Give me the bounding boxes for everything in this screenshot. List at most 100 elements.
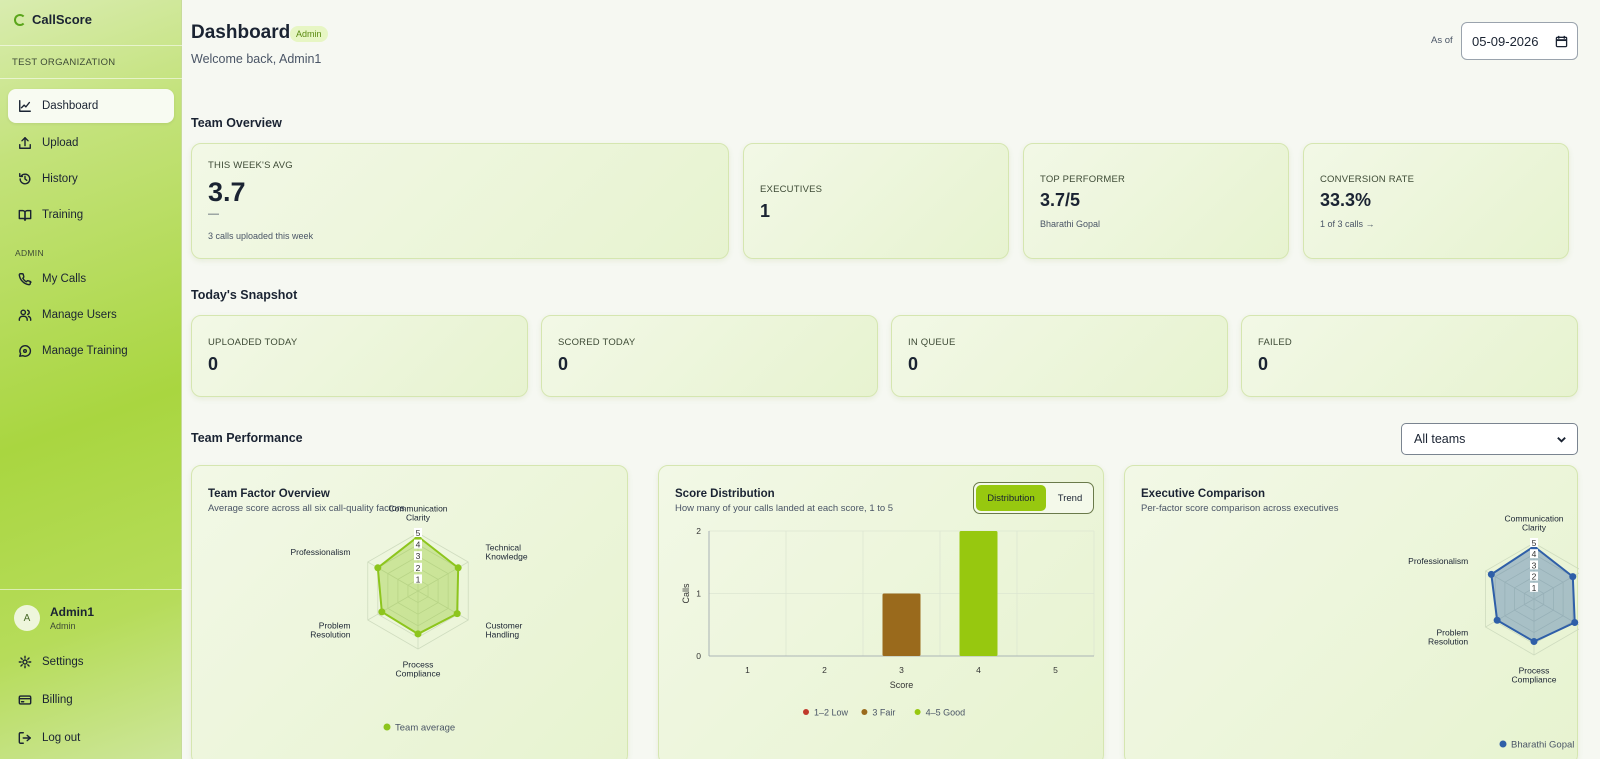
radar-point (378, 608, 386, 616)
radar-tick-bg (1530, 571, 1538, 581)
radar-axis-label: Problem Resolution (1428, 628, 1468, 647)
legend-label: 3 Fair (872, 708, 895, 718)
legend-swatch (914, 709, 921, 715)
radar-tick-label: 1 (416, 574, 421, 584)
app-logo[interactable]: CallScore (14, 12, 92, 27)
page-title: Dashboard (191, 22, 291, 43)
card-value: 0 (558, 354, 569, 374)
radar-tick-label: 5 (1532, 538, 1537, 548)
sidebar-item-settings[interactable]: Settings (8, 645, 174, 679)
team-filter-select[interactable]: All teams (1401, 423, 1578, 455)
as-of-label: As of (1431, 35, 1453, 46)
divider (0, 78, 182, 79)
sidebar-item-billing[interactable]: Billing (8, 683, 174, 717)
radar-tick-label: 2 (416, 563, 421, 573)
tab-trend[interactable]: Trend (1057, 492, 1083, 504)
sidebar-item-history[interactable]: History (8, 162, 174, 196)
sidebar-item-label: Manage Users (42, 309, 117, 321)
sidebar-item-upload[interactable]: Upload (8, 126, 174, 160)
performance-heading: Team Performance (191, 431, 303, 445)
card-label: SCORED TODAY (558, 337, 636, 348)
divider (0, 45, 182, 46)
radar-point (1571, 619, 1579, 627)
tab-distribution[interactable]: Distribution (976, 485, 1046, 511)
card-label: TOP PERFORMER (1040, 174, 1126, 185)
radar-point (414, 630, 422, 638)
panel-subtitle: How many of your calls landed at each sc… (675, 503, 894, 514)
top-performer-card: TOP PERFORMER 3.7/5 Bharathi Gopal (1023, 143, 1289, 259)
sidebar-item-training[interactable]: Training (8, 198, 174, 232)
chat-icon (19, 345, 32, 357)
sidebar-item-my-calls[interactable]: My Calls (8, 262, 174, 296)
radar-tick-label: 4 (1532, 549, 1537, 559)
user-profile[interactable]: A Admin1 Admin (14, 605, 94, 631)
sidebar-item-label: My Calls (42, 273, 87, 285)
divider (0, 589, 182, 590)
book-icon (18, 209, 32, 221)
card-label: CONVERSION RATE (1320, 174, 1415, 185)
sidebar-item-label: Upload (42, 137, 79, 149)
panel-title: Score Distribution (675, 488, 775, 500)
team-factor-radar-chart: 12 34 5 Communication Clarity Technical Knowle… (290, 504, 527, 734)
users-icon (18, 309, 32, 321)
radar-spoke (367, 590, 419, 621)
card-value: 3.7/5 (1040, 190, 1081, 210)
sidebar-item-dashboard[interactable]: Dashboard (8, 89, 174, 123)
card-label: UPLOADED TODAY (208, 337, 298, 348)
calendar-icon[interactable] (1555, 35, 1568, 48)
panel-title: Executive Comparison (1141, 488, 1265, 500)
radar-axis-label: Customer Handling (486, 621, 523, 640)
organization-name: TEST ORGANIZATION (12, 57, 116, 68)
snapshot-heading: Today's Snapshot (191, 288, 298, 302)
y-tick-label: 2 (696, 526, 701, 536)
sidebar-item-logout[interactable]: Log out (8, 721, 174, 755)
x-tick-label: 2 (822, 665, 827, 675)
app-name: CallScore (32, 12, 92, 27)
legend-label: Team average (395, 723, 455, 734)
radar-point (1493, 616, 1501, 624)
conversion-link[interactable]: 1 of 3 calls → (1320, 219, 1375, 229)
radar-tick-bg (414, 551, 422, 561)
legend-label: 4–5 Good (926, 708, 966, 718)
radar-point (1569, 573, 1577, 581)
chart-line-icon (19, 100, 31, 112)
radar-tick-label: 3 (416, 551, 421, 561)
radar-axis-label: Communication Clarity (388, 504, 447, 523)
x-tick-label: 3 (899, 665, 904, 675)
phone-icon (18, 273, 32, 286)
card-label: THIS WEEK'S AVG (208, 160, 293, 171)
card-subtext: 3 calls uploaded this week (208, 231, 314, 241)
radar-axis-label: Professionalism (290, 547, 350, 557)
uploaded-today-card: UPLOADED TODAY 0 (191, 315, 528, 397)
radar-tick-label: 2 (1532, 572, 1537, 582)
score-distribution-bar-chart: 0 1 2 1 2 3 4 5 Score Calls 1–2 Low 3 Fair 4–5 Good (681, 526, 1095, 718)
card-value: 1 (760, 201, 771, 221)
radar-tick-bg (1530, 582, 1538, 592)
card-value: 0 (1258, 354, 1269, 374)
card-value: 0 (208, 354, 219, 374)
radar-axis-label: Process Compliance (1512, 666, 1557, 685)
sidebar: CallScore TEST ORGANIZATION Dashboard Up… (0, 0, 182, 759)
legend-swatch (1499, 740, 1507, 748)
radar-tick-label: 5 (416, 528, 421, 538)
legend-label: 1–2 Low (814, 708, 849, 718)
radar-axis-label: Communication Clarity (1504, 514, 1563, 533)
y-tick-label: 0 (696, 651, 701, 661)
legend-swatch (383, 723, 391, 731)
sidebar-item-label: Billing (42, 694, 73, 706)
user-name: Admin1 (50, 605, 95, 619)
radar-tick-bg (1530, 560, 1538, 570)
radar-axis-label: Problem Resolution (310, 621, 350, 640)
sidebar-item-manage-training[interactable]: Manage Training (8, 334, 174, 368)
radar-point (1530, 638, 1538, 646)
date-picker[interactable]: 05-09-2026 (1461, 22, 1578, 60)
sidebar-item-manage-users[interactable]: Manage Users (8, 298, 174, 332)
panel-subtitle: Average score across all six call-qualit… (208, 503, 405, 514)
radar-tick-label: 1 (1532, 583, 1537, 593)
failed-card: FAILED 0 (1241, 315, 1578, 397)
x-axis-label: Score (890, 680, 914, 690)
x-tick-label: 4 (976, 665, 981, 675)
legend-swatch (861, 709, 868, 715)
week-avg-card: THIS WEEK'S AVG 3.7 — 3 calls uploaded t… (191, 143, 729, 259)
radar-axis-label: Process Compliance (396, 660, 441, 679)
